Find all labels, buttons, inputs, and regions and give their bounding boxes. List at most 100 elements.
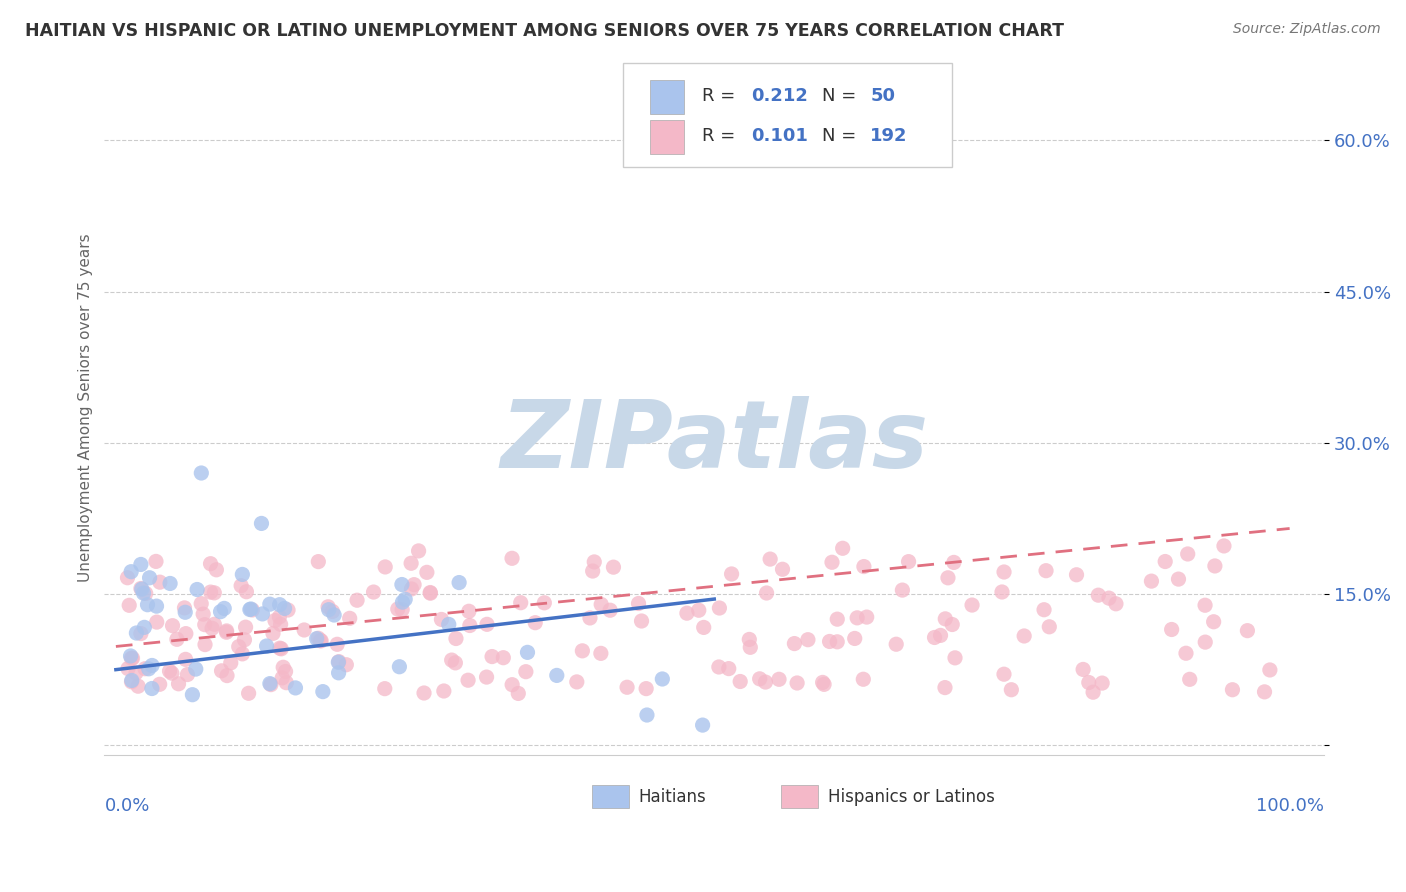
Point bbox=[897, 555, 920, 569]
Point bbox=[316, 599, 339, 614]
Text: ZIPatlas: ZIPatlas bbox=[501, 396, 928, 488]
Point bbox=[1258, 663, 1281, 677]
Point bbox=[292, 623, 315, 637]
Point bbox=[546, 668, 568, 682]
Point bbox=[589, 646, 612, 660]
Point bbox=[1066, 567, 1088, 582]
Point bbox=[1091, 676, 1114, 690]
Point bbox=[374, 560, 396, 574]
Point bbox=[328, 665, 350, 680]
Point bbox=[160, 666, 183, 681]
Point bbox=[391, 595, 413, 609]
Point bbox=[630, 614, 652, 628]
Point bbox=[616, 680, 638, 694]
Point bbox=[419, 585, 441, 599]
Point bbox=[720, 566, 742, 581]
Point bbox=[1222, 682, 1244, 697]
Point bbox=[159, 664, 181, 678]
Bar bbox=[592, 785, 628, 807]
Point bbox=[138, 662, 160, 676]
Point bbox=[194, 638, 217, 652]
Point bbox=[118, 599, 141, 613]
Point bbox=[991, 585, 1014, 599]
Point bbox=[825, 635, 848, 649]
Point bbox=[433, 684, 456, 698]
Point bbox=[312, 684, 335, 698]
Point bbox=[149, 575, 172, 590]
Point bbox=[1160, 623, 1182, 637]
Point bbox=[1175, 646, 1198, 660]
Point bbox=[891, 583, 914, 598]
Point bbox=[688, 603, 710, 617]
Point bbox=[117, 571, 139, 585]
Point bbox=[1194, 599, 1216, 613]
Point bbox=[627, 597, 650, 611]
Text: 0.0%: 0.0% bbox=[104, 797, 150, 815]
Point bbox=[228, 640, 250, 654]
Point bbox=[176, 667, 198, 681]
Point bbox=[943, 650, 966, 665]
Point bbox=[339, 611, 361, 625]
Point bbox=[117, 662, 139, 676]
Point bbox=[399, 556, 422, 570]
Point bbox=[321, 604, 343, 618]
Point bbox=[201, 621, 224, 635]
Point bbox=[636, 708, 658, 723]
Point bbox=[145, 615, 167, 629]
Point bbox=[328, 655, 350, 669]
Point bbox=[602, 560, 624, 574]
Point bbox=[408, 544, 430, 558]
Point bbox=[269, 610, 291, 624]
Point bbox=[1038, 620, 1060, 634]
Point bbox=[1194, 635, 1216, 649]
Point bbox=[129, 626, 152, 640]
Point bbox=[1213, 539, 1236, 553]
Point bbox=[707, 660, 730, 674]
Point bbox=[145, 599, 167, 614]
Point bbox=[271, 660, 294, 674]
Point bbox=[759, 552, 782, 566]
Point bbox=[818, 634, 841, 648]
Point bbox=[215, 624, 238, 638]
Point bbox=[233, 632, 256, 647]
Point bbox=[205, 563, 228, 577]
Point bbox=[1012, 629, 1035, 643]
Point bbox=[437, 617, 460, 632]
Point bbox=[149, 677, 172, 691]
Point bbox=[481, 649, 503, 664]
Point bbox=[582, 564, 605, 578]
Point bbox=[269, 598, 291, 612]
Point bbox=[215, 625, 238, 640]
Point bbox=[273, 601, 295, 615]
Point bbox=[134, 620, 156, 634]
Point bbox=[571, 644, 593, 658]
Bar bbox=[782, 785, 818, 807]
Point bbox=[1081, 685, 1104, 699]
Point bbox=[1087, 588, 1109, 602]
Point bbox=[1105, 597, 1128, 611]
Point bbox=[240, 603, 263, 617]
Point bbox=[1202, 615, 1225, 629]
Point bbox=[231, 647, 253, 661]
Point bbox=[1204, 558, 1226, 573]
Point bbox=[259, 597, 281, 611]
Point bbox=[852, 559, 875, 574]
Point bbox=[120, 565, 142, 579]
Point bbox=[121, 651, 143, 665]
Point bbox=[134, 662, 156, 676]
Point bbox=[1177, 547, 1199, 561]
Point bbox=[692, 718, 714, 732]
Point bbox=[797, 632, 820, 647]
Point bbox=[141, 658, 163, 673]
Point bbox=[141, 681, 163, 696]
Text: N =: N = bbox=[821, 87, 862, 105]
Point bbox=[717, 662, 740, 676]
Point bbox=[202, 617, 225, 632]
Point bbox=[276, 675, 298, 690]
Point bbox=[335, 657, 357, 672]
Point bbox=[475, 670, 498, 684]
Text: 192: 192 bbox=[870, 128, 908, 145]
Point bbox=[212, 601, 235, 615]
Point bbox=[1035, 564, 1057, 578]
Text: 0.212: 0.212 bbox=[751, 87, 807, 105]
